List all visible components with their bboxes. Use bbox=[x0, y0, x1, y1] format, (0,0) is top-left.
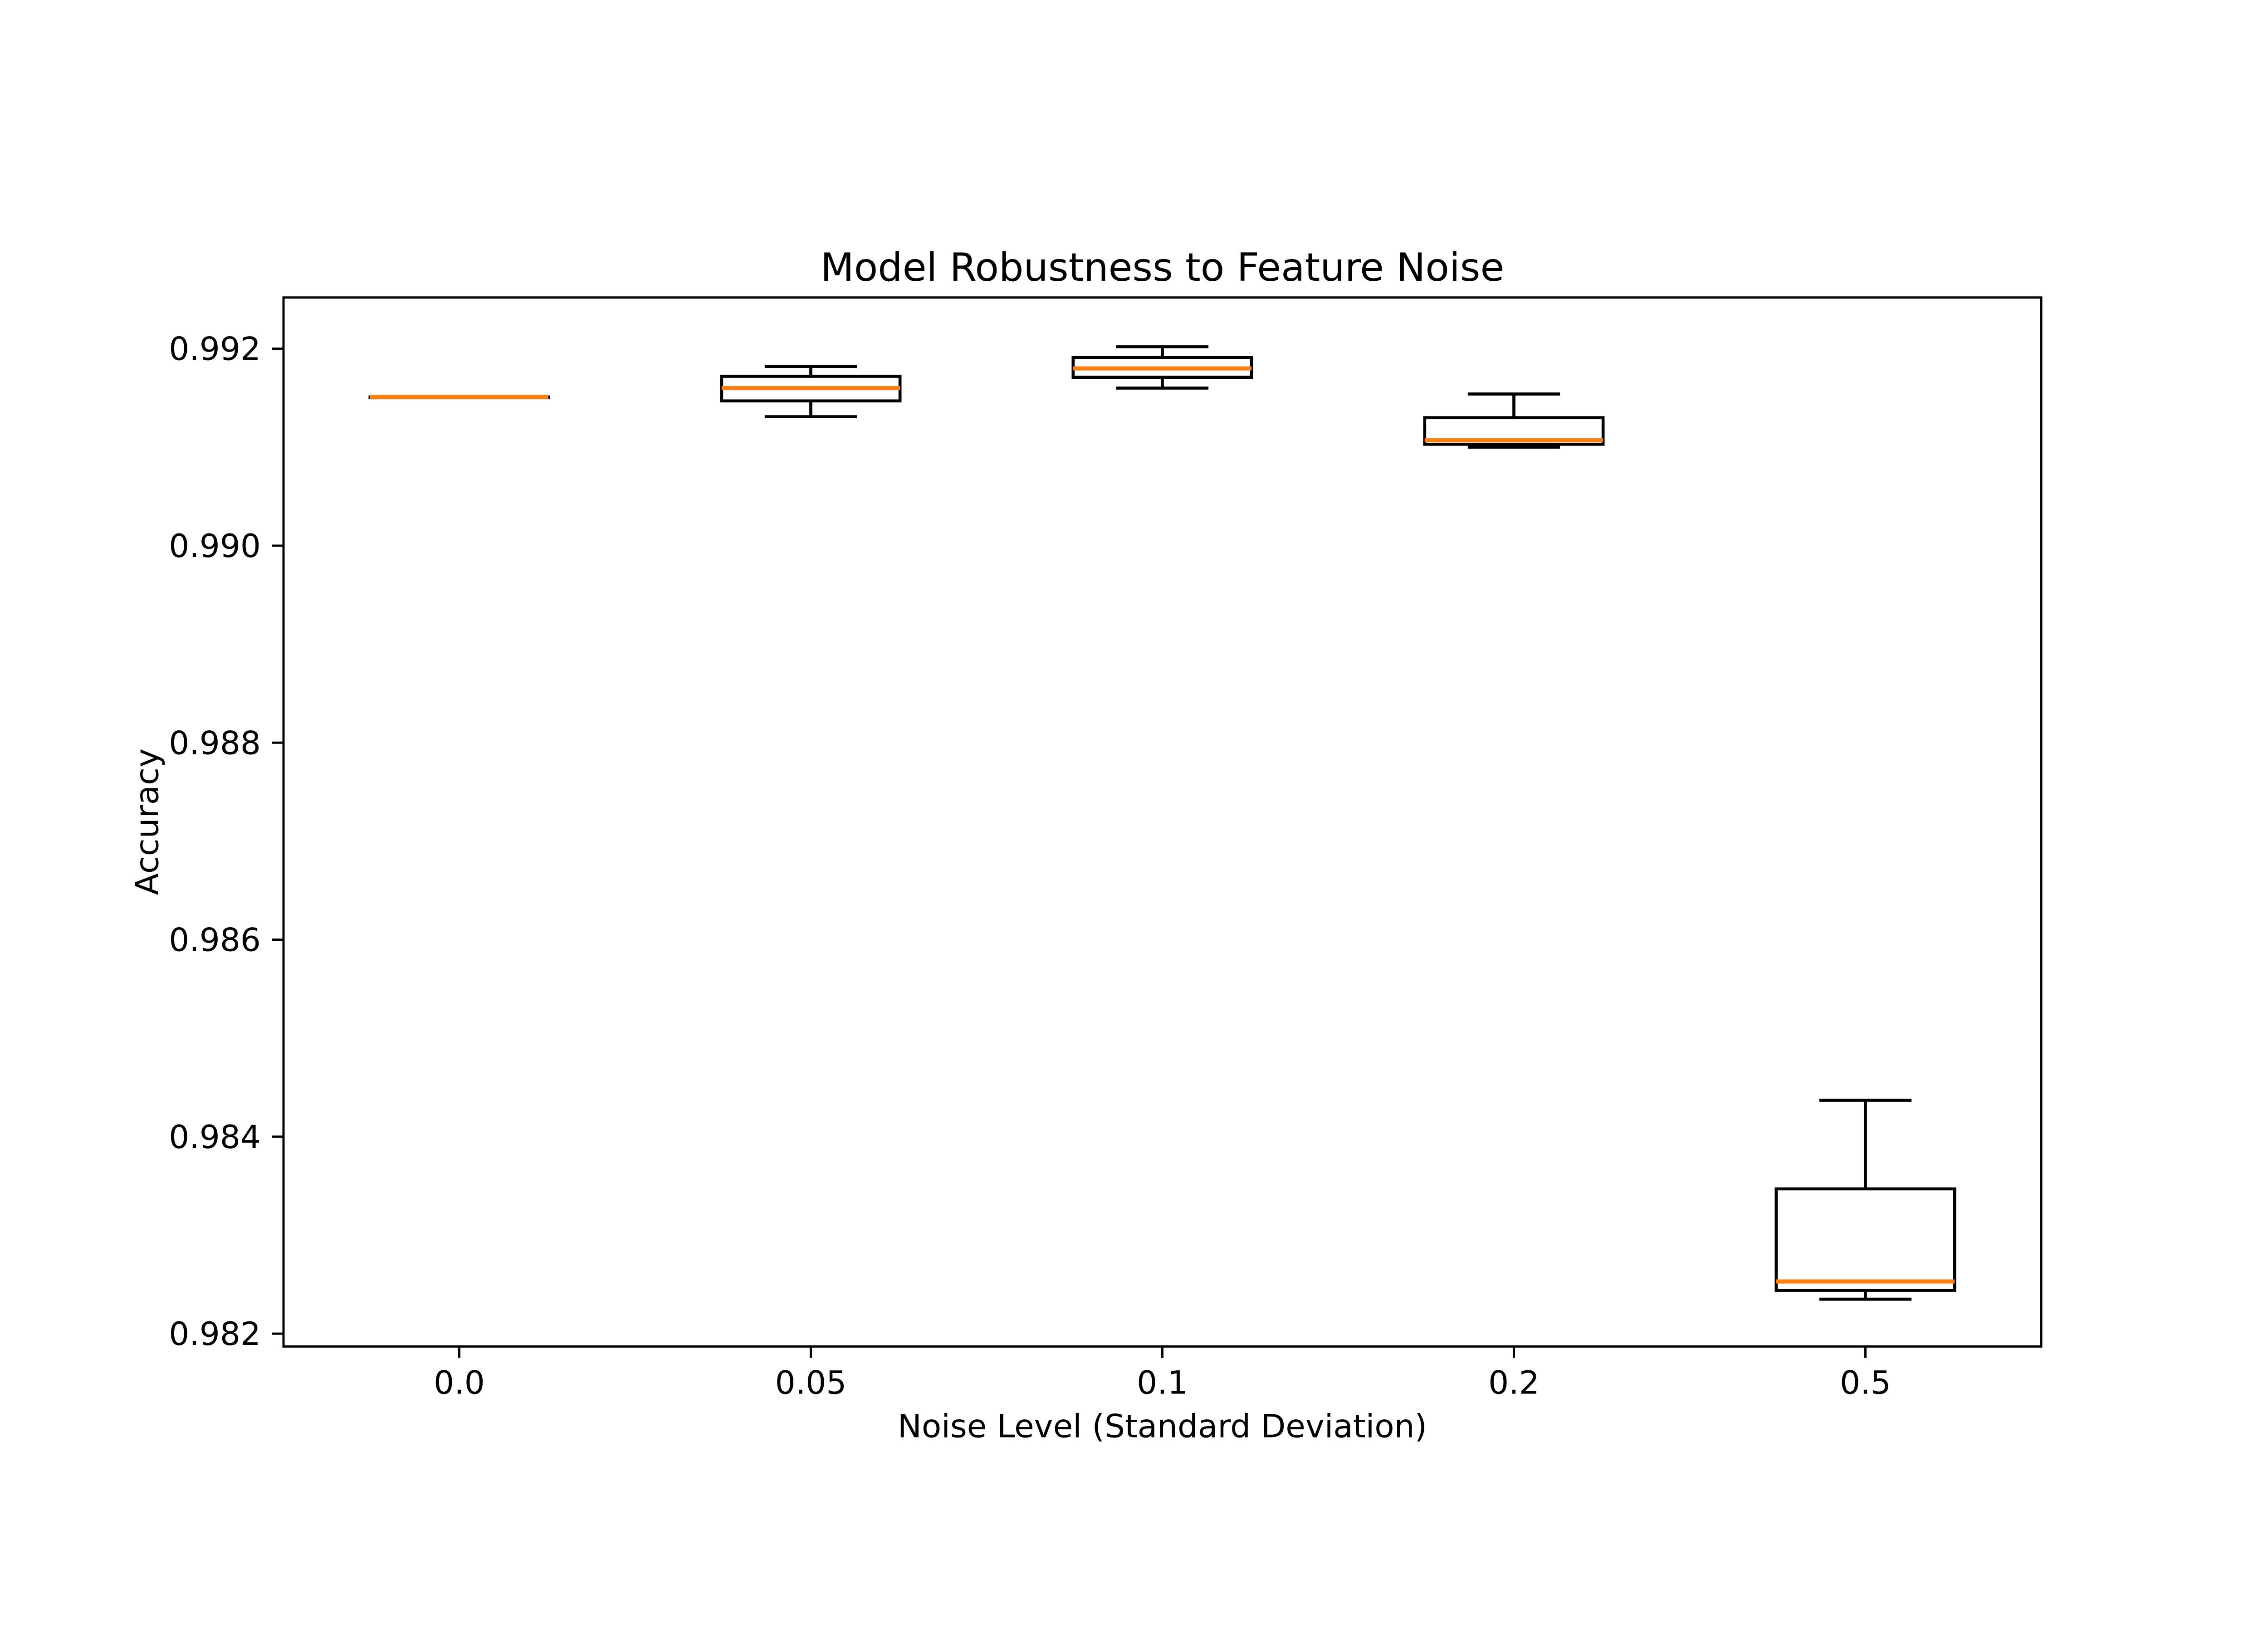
x-tick-label: 0.0 bbox=[434, 1364, 485, 1402]
x-tick-label: 0.5 bbox=[1840, 1364, 1891, 1402]
y-tick-label: 0.992 bbox=[169, 330, 261, 368]
plot-area: 0.982 0.984 0.986 0.988 0.990 0.992 0.0 0.05 0.1… bbox=[169, 296, 2043, 1402]
box-0.2 bbox=[1423, 416, 1605, 446]
box-0.5 bbox=[1774, 1187, 1956, 1292]
y-tick-label: 0.982 bbox=[169, 1315, 261, 1353]
y-tick-label: 0.986 bbox=[169, 921, 261, 959]
x-tick-label: 0.2 bbox=[1488, 1364, 1540, 1402]
chart-title: Model Robustness to Feature Noise bbox=[821, 245, 1505, 290]
x-axis-label: Noise Level (Standard Deviation) bbox=[898, 1407, 1427, 1445]
figure-background bbox=[0, 136, 2268, 1497]
y-tick-label: 0.990 bbox=[169, 527, 261, 565]
x-tick-label: 0.05 bbox=[775, 1364, 847, 1402]
y-axis-label: Accuracy bbox=[128, 748, 166, 895]
x-tick-label: 0.1 bbox=[1137, 1364, 1188, 1402]
y-tick-label: 0.984 bbox=[169, 1118, 261, 1156]
y-tick-label: 0.988 bbox=[169, 724, 261, 762]
